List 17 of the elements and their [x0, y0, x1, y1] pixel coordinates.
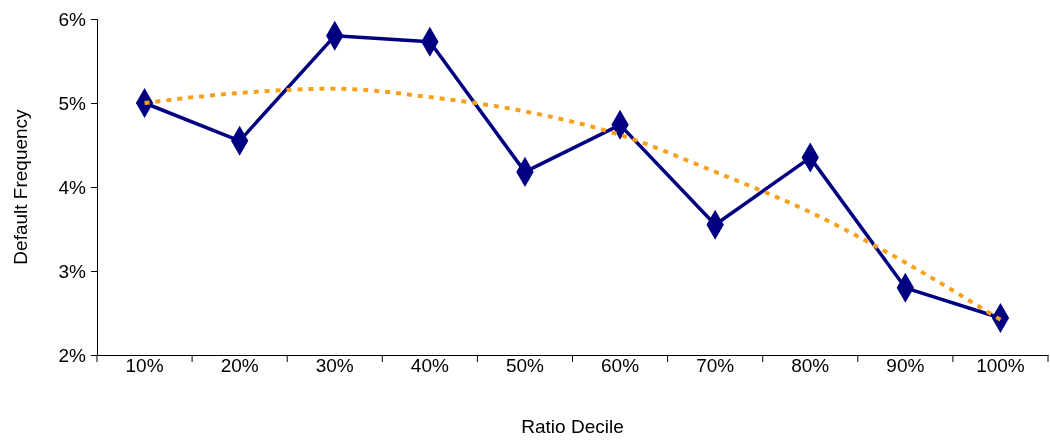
x-tick-label: 30% [315, 355, 354, 376]
y-tick-label: 3% [58, 260, 87, 282]
x-tick-label: 40% [410, 355, 449, 376]
y-tick-label: 4% [58, 176, 87, 198]
y-tick-label: 6% [58, 8, 87, 30]
y-tick-label: 2% [58, 344, 87, 366]
x-axis-title: Ratio Decile [521, 416, 624, 437]
x-tick-label: 20% [220, 355, 259, 376]
x-tick-label: 80% [791, 355, 830, 376]
y-tick-label: 5% [58, 92, 87, 114]
x-tick-label: 100% [976, 355, 1025, 376]
x-tick-label: 50% [505, 355, 545, 376]
x-tick-label: 90% [886, 355, 925, 376]
x-tick-label: 70% [696, 355, 735, 376]
x-tick-label: 10% [125, 355, 164, 376]
y-axis-title: Default Frequency [10, 108, 31, 265]
x-tick-label: 60% [601, 355, 640, 376]
